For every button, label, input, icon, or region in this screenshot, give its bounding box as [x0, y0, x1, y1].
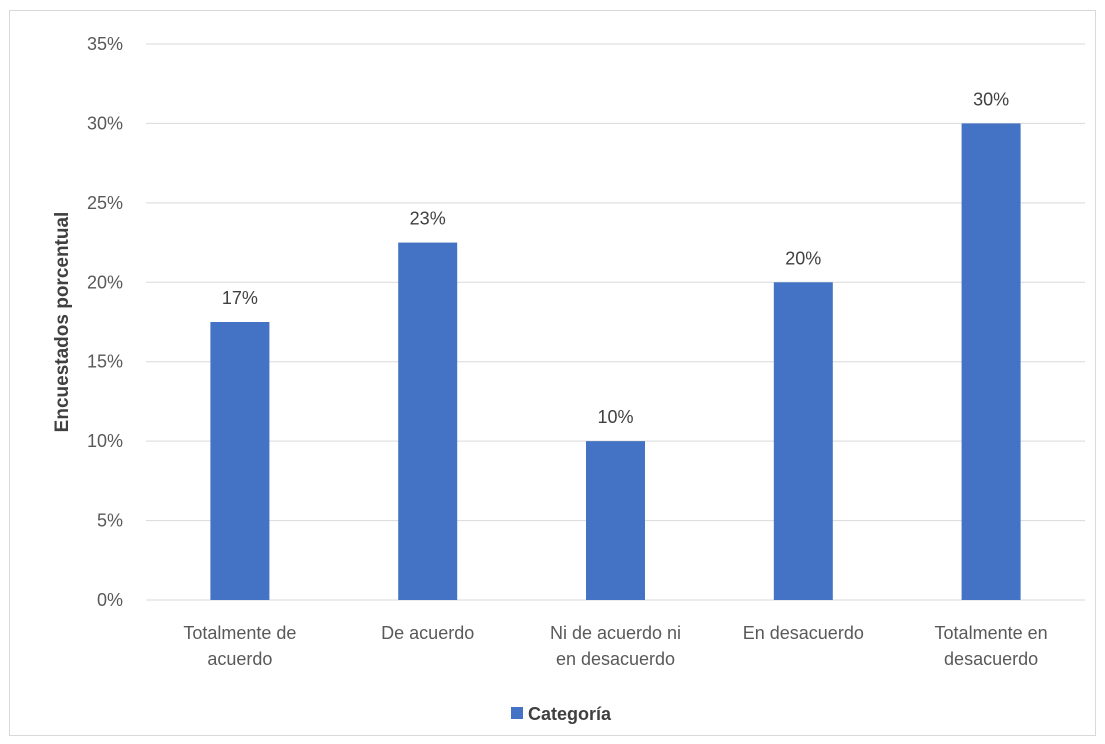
legend-label: Categoría — [528, 704, 612, 724]
bar-data-label: 23% — [410, 209, 446, 229]
bar — [586, 441, 645, 600]
chart-frame — [9, 10, 1096, 736]
x-category-label: Totalmente de acuerdo — [183, 623, 296, 669]
bars — [210, 123, 1021, 601]
bar — [210, 322, 270, 600]
gridlines — [146, 43, 1085, 601]
data-labels: 17% 23% 10% 20% 30% — [222, 89, 1009, 427]
y-tick-label: 35% — [87, 34, 123, 54]
x-axis-categories: Totalmente de acuerdo De acuerdo Ni de acue… — [183, 623, 1047, 669]
y-axis-title: Encuestados porcentual — [52, 212, 73, 433]
legend: Categoría — [511, 704, 612, 724]
bar-data-label: 10% — [597, 407, 633, 427]
x-category-label: Totalmente en desacuerdo — [935, 623, 1048, 669]
x-category-label: En desacuerdo — [743, 623, 864, 643]
y-tick-label: 15% — [87, 352, 123, 372]
y-tick-label: 25% — [87, 193, 123, 213]
y-tick-label: 10% — [87, 431, 123, 451]
bar — [398, 242, 458, 601]
y-tick-label: 0% — [97, 590, 123, 610]
legend-swatch — [511, 707, 523, 719]
y-tick-label: 20% — [87, 272, 123, 292]
bar-data-label: 17% — [222, 288, 258, 308]
x-category-label: Ni de acuerdo ni en desacuerdo — [550, 623, 681, 669]
y-axis-ticks: 0% 5% 10% 15% 20% 25% 30% 35% — [87, 34, 123, 610]
x-category-label: De acuerdo — [381, 623, 474, 643]
bar — [961, 123, 1021, 600]
bar — [773, 282, 833, 600]
bar-data-label: 20% — [785, 248, 821, 268]
bar-data-label: 30% — [973, 89, 1009, 109]
y-tick-label: 30% — [87, 113, 123, 133]
y-tick-label: 5% — [97, 511, 123, 531]
